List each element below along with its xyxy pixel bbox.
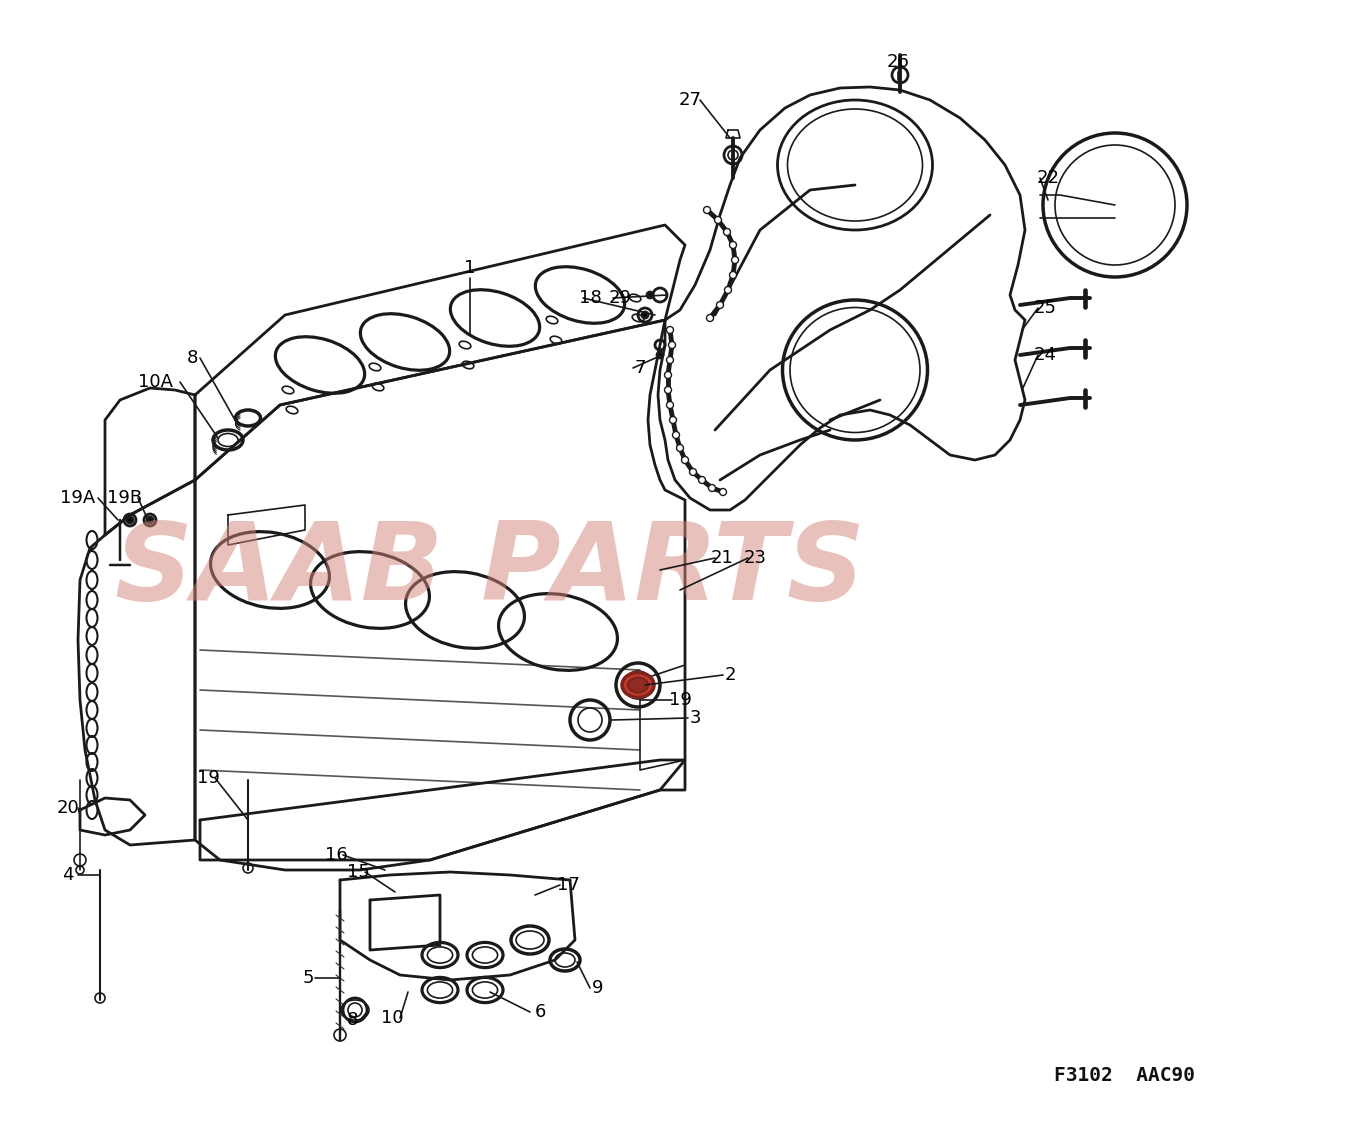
Text: 6: 6 — [534, 1003, 546, 1021]
Circle shape — [729, 241, 736, 248]
Text: 19B: 19B — [108, 489, 143, 507]
Text: 5: 5 — [302, 969, 314, 987]
Text: 26: 26 — [887, 53, 910, 71]
Circle shape — [670, 417, 677, 424]
Text: 4: 4 — [62, 866, 74, 884]
Circle shape — [673, 432, 679, 438]
Text: F3102  AAC90: F3102 AAC90 — [1054, 1066, 1194, 1085]
Circle shape — [647, 292, 652, 298]
Text: 22: 22 — [1037, 169, 1060, 187]
Ellipse shape — [628, 677, 648, 692]
Circle shape — [709, 485, 716, 491]
Circle shape — [665, 387, 671, 393]
Text: 9: 9 — [592, 979, 604, 997]
Text: 27: 27 — [678, 91, 701, 109]
Circle shape — [656, 352, 663, 358]
Circle shape — [729, 272, 736, 278]
Text: 7: 7 — [635, 360, 646, 378]
Text: 29: 29 — [608, 289, 631, 307]
Text: 16: 16 — [325, 846, 348, 864]
Circle shape — [732, 257, 739, 264]
Circle shape — [666, 401, 674, 408]
Text: 20: 20 — [57, 799, 80, 817]
Text: SAAB PARTS: SAAB PARTS — [115, 517, 865, 623]
Circle shape — [677, 444, 683, 452]
Text: 1: 1 — [464, 259, 476, 277]
Circle shape — [698, 477, 705, 483]
Text: 25: 25 — [1034, 299, 1057, 317]
Text: 10A: 10A — [137, 373, 173, 391]
Text: 18: 18 — [578, 289, 601, 307]
Text: 24: 24 — [1034, 346, 1057, 364]
Ellipse shape — [621, 673, 654, 698]
Circle shape — [720, 488, 727, 496]
Text: 8: 8 — [346, 1011, 357, 1029]
Text: 10: 10 — [380, 1009, 403, 1027]
Text: 2: 2 — [724, 666, 736, 684]
Text: 3: 3 — [689, 709, 701, 727]
Text: 19: 19 — [197, 769, 220, 787]
Circle shape — [714, 216, 721, 223]
Circle shape — [147, 517, 154, 523]
Circle shape — [704, 206, 710, 213]
Circle shape — [717, 302, 724, 309]
Circle shape — [666, 356, 674, 364]
Circle shape — [642, 312, 648, 318]
Text: 19: 19 — [669, 691, 692, 709]
Circle shape — [706, 314, 713, 321]
Circle shape — [682, 456, 689, 463]
Circle shape — [689, 469, 697, 476]
Circle shape — [669, 341, 675, 348]
Text: 19A: 19A — [61, 489, 96, 507]
Circle shape — [127, 517, 133, 523]
Circle shape — [666, 327, 674, 334]
Text: 21: 21 — [710, 549, 733, 567]
Text: 23: 23 — [744, 549, 767, 567]
Text: 8: 8 — [186, 349, 198, 367]
Circle shape — [724, 229, 731, 236]
Circle shape — [724, 286, 732, 293]
Text: 15: 15 — [346, 863, 369, 881]
Circle shape — [665, 372, 671, 379]
Text: 17: 17 — [557, 876, 580, 894]
